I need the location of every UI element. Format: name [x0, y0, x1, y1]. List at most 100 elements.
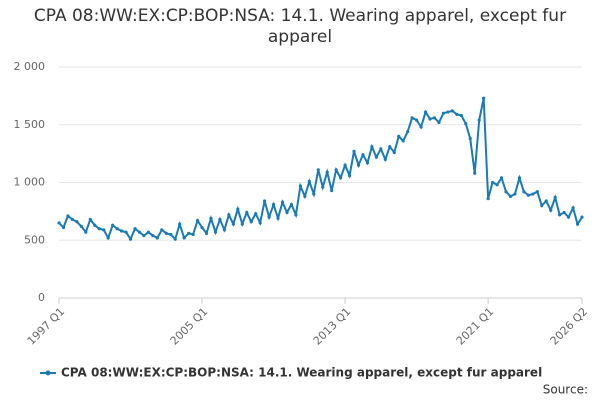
- point: [213, 230, 218, 234]
- point: [531, 192, 535, 196]
- point: [473, 171, 477, 175]
- point: [517, 176, 522, 180]
- point: [450, 109, 454, 113]
- point: [254, 212, 258, 216]
- point: [486, 197, 490, 201]
- point: [106, 236, 110, 240]
- point: [325, 170, 329, 174]
- point: [410, 116, 414, 120]
- point: [374, 155, 378, 159]
- point: [258, 221, 262, 225]
- point: [222, 228, 226, 232]
- point: [276, 216, 280, 220]
- point: [566, 215, 571, 219]
- legend-marker: [45, 370, 51, 376]
- source: Source:: [543, 383, 588, 397]
- point: [441, 111, 446, 115]
- point: [370, 145, 374, 149]
- point: [419, 125, 423, 129]
- point: [88, 217, 92, 222]
- legend-label: CPA 08:WW:EX:CP:BOP:NSA: 14.1. Wearing a…: [61, 366, 542, 380]
- point: [280, 200, 285, 204]
- point: [432, 116, 437, 120]
- point: [267, 215, 271, 219]
- point: [549, 208, 553, 212]
- point: [499, 176, 504, 180]
- point: [119, 229, 124, 233]
- point: [209, 216, 213, 220]
- point: [562, 210, 566, 215]
- point: [383, 157, 387, 161]
- point: [522, 190, 526, 194]
- point: [544, 199, 548, 203]
- point: [70, 217, 75, 222]
- point: [200, 225, 204, 230]
- point: [236, 207, 240, 211]
- point: [146, 230, 151, 234]
- point: [580, 215, 584, 219]
- point: [388, 145, 392, 149]
- x-tick-label: 2026 Q2: [548, 305, 591, 348]
- point: [415, 118, 419, 122]
- point: [178, 222, 182, 226]
- point: [79, 224, 83, 228]
- point: [231, 222, 235, 226]
- point: [392, 150, 396, 155]
- point: [240, 222, 244, 226]
- point: [446, 110, 450, 114]
- point: [128, 237, 133, 241]
- point: [477, 118, 481, 122]
- point: [356, 163, 361, 167]
- point: [558, 213, 562, 217]
- y-tick-label: 1 500: [14, 118, 46, 131]
- point: [571, 206, 575, 210]
- point: [61, 225, 66, 230]
- point: [526, 193, 530, 197]
- point: [115, 227, 119, 231]
- point: [249, 220, 253, 224]
- point: [307, 179, 311, 183]
- point: [339, 176, 343, 180]
- point: [173, 237, 177, 241]
- point: [155, 236, 159, 240]
- point: [102, 228, 106, 232]
- point: [459, 113, 463, 118]
- point: [352, 149, 356, 153]
- point: [330, 188, 334, 193]
- point: [343, 163, 347, 167]
- point: [464, 121, 468, 126]
- point: [495, 183, 499, 187]
- point: [187, 231, 191, 235]
- point: [289, 202, 294, 207]
- point: [361, 153, 365, 157]
- point: [97, 227, 101, 231]
- point: [245, 210, 249, 215]
- point: [575, 222, 580, 226]
- point: [66, 214, 70, 218]
- point: [490, 180, 495, 185]
- point: [204, 231, 209, 235]
- point: [401, 139, 405, 143]
- point: [553, 195, 557, 200]
- point: [133, 227, 137, 231]
- point: [263, 199, 267, 203]
- point: [84, 230, 88, 234]
- point: [347, 173, 352, 178]
- y-tick-label: 2 000: [14, 60, 46, 73]
- point: [535, 190, 539, 194]
- point: [151, 234, 155, 238]
- point: [137, 230, 142, 234]
- point: [160, 228, 164, 232]
- point: [124, 230, 128, 234]
- point: [379, 147, 383, 151]
- x-tick-label: 1997 Q1: [25, 305, 68, 348]
- point: [142, 234, 146, 238]
- point: [513, 192, 517, 196]
- point: [437, 120, 441, 125]
- point: [294, 213, 298, 217]
- point: [397, 134, 401, 138]
- point: [218, 217, 222, 222]
- point: [227, 213, 231, 217]
- point: [182, 236, 186, 240]
